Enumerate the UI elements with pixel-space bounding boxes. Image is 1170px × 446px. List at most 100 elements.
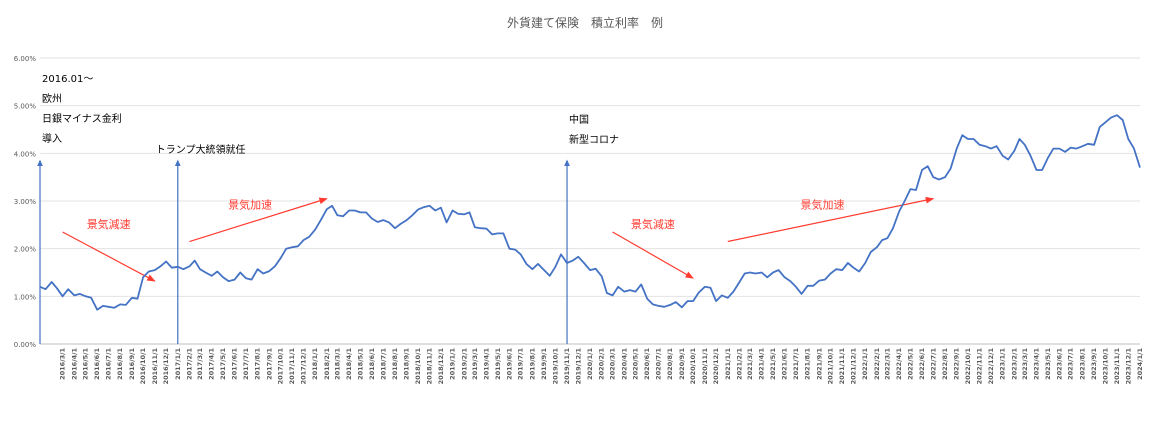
x-tick-label: 2020/2/1 — [598, 348, 606, 380]
x-tick-label: 2018/5/1 — [356, 348, 364, 380]
y-tick-label: 2.00% — [14, 246, 37, 254]
x-tick-label: 2017/2/1 — [185, 348, 193, 380]
event-annotation: 欧州 — [42, 93, 62, 105]
x-tick-label: 2022/9/1 — [953, 348, 961, 380]
x-tick-label: 2019/9/1 — [540, 348, 548, 380]
trend-label: 景気加速 — [801, 198, 845, 212]
x-axis-ticks: 2016/3/1 2016/4/1 2016/5/1 2016/6/1 2016/7/1… — [59, 348, 1144, 385]
y-tick-label: 3.00% — [14, 198, 37, 206]
x-tick-label: 2019/3/1 — [471, 348, 479, 380]
x-tick-label: 2022/4/1 — [895, 348, 903, 380]
y-tick-label: 0.00% — [14, 341, 37, 349]
x-tick-label: 2017/9/1 — [265, 348, 273, 380]
x-tick-label: 2022/11/1 — [976, 348, 984, 385]
x-tick-label: 2022/12/1 — [987, 348, 995, 385]
x-tick-label: 2023/6/1 — [1055, 348, 1063, 380]
trend-arrow — [727, 196, 935, 243]
gridlines — [40, 57, 1140, 345]
x-tick-label: 2023/10/1 — [1101, 348, 1109, 385]
x-tick-label: 2021/4/1 — [758, 348, 766, 380]
x-tick-label: 2021/11/1 — [838, 348, 846, 385]
x-tick-label: 2020/4/1 — [620, 348, 628, 380]
x-tick-label: 2023/2/1 — [1010, 348, 1018, 380]
x-tick-label: 2016/4/1 — [70, 348, 78, 380]
x-tick-label: 2018/12/1 — [437, 348, 445, 385]
x-tick-label: 2022/1/1 — [861, 348, 869, 380]
x-tick-label: 2022/8/1 — [941, 348, 949, 380]
x-tick-label: 2022/2/1 — [873, 348, 881, 380]
x-tick-label: 2017/5/1 — [219, 348, 227, 380]
x-tick-label: 2020/3/1 — [609, 348, 617, 380]
x-tick-label: 2020/6/1 — [643, 348, 651, 380]
event-annotation: 新型コロナ — [569, 133, 619, 146]
x-tick-label: 2019/10/1 — [551, 348, 559, 385]
x-tick-label: 2016/9/1 — [128, 348, 136, 380]
event-annotation: 中国 — [569, 113, 589, 126]
x-tick-label: 2017/10/1 — [277, 348, 285, 385]
x-tick-label: 2023/9/1 — [1090, 348, 1098, 380]
x-tick-label: 2019/4/1 — [482, 348, 490, 380]
x-tick-label: 2017/3/1 — [196, 348, 204, 380]
x-tick-label: 2022/10/1 — [964, 348, 972, 385]
x-tick-label: 2018/11/1 — [426, 348, 434, 385]
y-tick-label: 5.00% — [14, 103, 37, 111]
x-tick-label: 2023/8/1 — [1078, 348, 1086, 380]
x-tick-label: 2020/12/1 — [712, 348, 720, 385]
x-tick-label: 2017/1/1 — [174, 348, 182, 380]
x-tick-label: 2020/1/1 — [586, 348, 594, 380]
x-tick-label: 2021/1/1 — [724, 348, 732, 380]
x-tick-label: 2021/8/1 — [804, 348, 812, 380]
y-axis-ticks: 0.00% 1.00% 2.00% 3.00% 4.00% 5.00% 6.00% — [14, 55, 37, 349]
x-tick-label: 2017/4/1 — [208, 348, 216, 380]
x-tick-label: 2019/1/1 — [449, 348, 457, 380]
x-tick-label: 2024/1/1 — [1136, 348, 1144, 380]
x-tick-label: 2016/12/1 — [162, 348, 170, 385]
x-tick-label: 2020/9/1 — [678, 348, 686, 380]
x-tick-label: 2020/7/1 — [655, 348, 663, 380]
x-tick-label: 2017/7/1 — [242, 348, 250, 380]
x-tick-label: 2020/10/1 — [689, 348, 697, 385]
x-tick-label: 2016/7/1 — [105, 348, 113, 380]
x-tick-label: 2017/11/1 — [288, 348, 296, 385]
trend-label: 景気加速 — [228, 198, 272, 212]
x-tick-label: 2018/1/1 — [311, 348, 319, 380]
event-annotation: 2016.01～ — [42, 74, 93, 85]
trend-arrow — [62, 231, 156, 282]
x-tick-label: 2023/3/1 — [1021, 348, 1029, 380]
x-tick-label: 2019/6/1 — [505, 348, 513, 380]
x-tick-label: 2018/6/1 — [368, 348, 376, 380]
x-tick-label: 2019/2/1 — [460, 348, 468, 380]
event-annotation: 日銀マイナス金利 — [42, 112, 122, 125]
x-tick-label: 2022/5/1 — [906, 348, 914, 380]
x-tick-label: 2021/12/1 — [850, 348, 858, 385]
x-tick-label: 2016/11/1 — [151, 348, 159, 385]
x-tick-label: 2018/2/1 — [323, 348, 331, 380]
x-tick-label: 2021/10/1 — [827, 348, 835, 385]
x-tick-label: 2020/5/1 — [632, 348, 640, 380]
trend-label: 景気減速 — [631, 217, 675, 231]
x-tick-label: 2019/11/1 — [563, 348, 571, 385]
x-tick-label: 2020/8/1 — [666, 348, 674, 380]
x-tick-label: 2019/12/1 — [574, 348, 582, 385]
x-tick-label: 2023/5/1 — [1044, 348, 1052, 380]
x-tick-label: 2019/7/1 — [517, 348, 525, 380]
x-tick-label: 2023/11/1 — [1113, 348, 1121, 385]
x-tick-label: 2016/10/1 — [139, 348, 147, 385]
x-tick-label: 2018/10/1 — [414, 348, 422, 385]
x-tick-label: 2018/3/1 — [333, 348, 341, 380]
x-tick-label: 2021/2/1 — [735, 348, 743, 380]
series-line — [39, 114, 1141, 311]
x-tick-label: 2017/6/1 — [231, 348, 239, 380]
x-tick-label: 2021/5/1 — [769, 348, 777, 380]
x-tick-label: 2021/7/1 — [792, 348, 800, 380]
x-tick-label: 2022/7/1 — [929, 348, 937, 380]
x-tick-label: 2018/4/1 — [345, 348, 353, 380]
x-tick-label: 2017/8/1 — [254, 348, 262, 380]
x-tick-label: 2023/7/1 — [1067, 348, 1075, 380]
trend-label: 景気減速 — [87, 217, 131, 231]
x-tick-label: 2018/8/1 — [391, 348, 399, 380]
